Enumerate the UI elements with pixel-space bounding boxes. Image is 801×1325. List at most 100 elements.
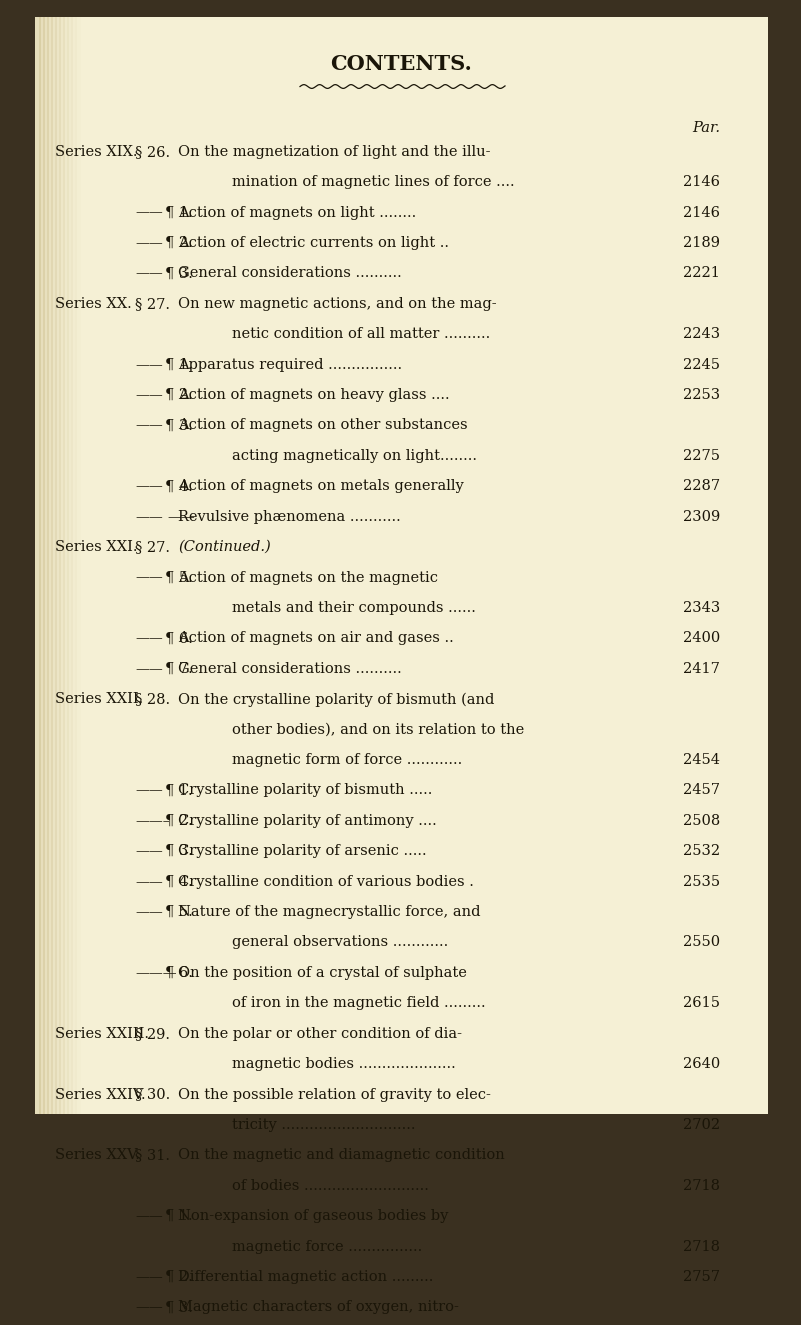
Text: ¶ 3.: ¶ 3. (165, 419, 193, 432)
FancyBboxPatch shape (55, 17, 61, 1113)
Text: 2245: 2245 (683, 358, 720, 371)
Text: Series XXI.: Series XXI. (55, 541, 138, 554)
Text: ¶ 6.: ¶ 6. (165, 966, 193, 980)
Text: netic condition of all matter ..........: netic condition of all matter .......... (232, 327, 490, 342)
Text: Series XXV.: Series XXV. (55, 1149, 140, 1162)
Text: ¶ 3.: ¶ 3. (165, 1300, 193, 1314)
Text: ——: —— (135, 1210, 163, 1223)
Text: Action of magnets on air and gases ..: Action of magnets on air and gases .. (178, 631, 453, 645)
Text: § 27.: § 27. (135, 297, 170, 311)
Text: Action of magnets on heavy glass ....: Action of magnets on heavy glass .... (178, 388, 449, 401)
Text: On the possible relation of gravity to elec-: On the possible relation of gravity to e… (178, 1088, 491, 1101)
Text: ¶ 2.: ¶ 2. (165, 236, 193, 250)
Text: ¶ 5.: ¶ 5. (165, 905, 193, 920)
Text: ¶ 5.: ¶ 5. (165, 571, 193, 584)
Text: ¶ 1.: ¶ 1. (165, 205, 192, 220)
Text: On the magnetization of light and the illu-: On the magnetization of light and the il… (178, 144, 490, 159)
Text: Crystalline polarity of bismuth .....: Crystalline polarity of bismuth ..... (178, 783, 433, 798)
Text: Crystalline polarity of antimony ....: Crystalline polarity of antimony .... (178, 814, 437, 828)
Text: ¶ 4.: ¶ 4. (165, 874, 193, 889)
Text: ——: —— (135, 631, 163, 645)
Text: Non-expansion of gaseous bodies by: Non-expansion of gaseous bodies by (178, 1210, 449, 1223)
Text: general observations ............: general observations ............ (232, 935, 449, 950)
Text: ——: —— (135, 783, 163, 798)
Text: (Continued.): (Continued.) (178, 541, 271, 554)
Text: CONTENTS.: CONTENTS. (331, 54, 473, 74)
Text: magnetic force ................: magnetic force ................ (232, 1240, 422, 1253)
Text: ——: —— (135, 480, 163, 493)
Text: ¶ 2.: ¶ 2. (165, 1269, 193, 1284)
Text: 2343: 2343 (682, 602, 720, 615)
Text: Series XXIII.: Series XXIII. (55, 1027, 149, 1040)
Text: General considerations ..........: General considerations .......... (178, 661, 402, 676)
Text: ¶ 3.: ¶ 3. (165, 844, 193, 859)
Text: Series XX.: Series XX. (55, 297, 131, 311)
Text: 2550: 2550 (683, 935, 720, 950)
Text: Series XIX.: Series XIX. (55, 144, 138, 159)
FancyBboxPatch shape (59, 17, 65, 1113)
FancyBboxPatch shape (47, 17, 53, 1113)
Text: 2275: 2275 (683, 449, 720, 462)
Text: § 30.: § 30. (135, 1088, 171, 1101)
Text: Series XXII.: Series XXII. (55, 692, 143, 706)
Text: ¶ 1.: ¶ 1. (165, 783, 192, 798)
Text: ¶ 6.: ¶ 6. (165, 631, 193, 645)
Text: 2454: 2454 (683, 753, 720, 767)
Text: § 27.: § 27. (135, 541, 170, 554)
FancyBboxPatch shape (51, 17, 57, 1113)
Text: ——: —— (135, 844, 163, 859)
Text: ——: —— (167, 510, 195, 523)
FancyBboxPatch shape (35, 17, 41, 1113)
Text: Revulsive phænomena ...........: Revulsive phænomena ........... (178, 510, 400, 523)
Text: ¶ 1.: ¶ 1. (165, 358, 192, 371)
Text: Series XXIV.: Series XXIV. (55, 1088, 146, 1101)
Text: ———: ——— (135, 966, 177, 980)
Text: Action of magnets on light ........: Action of magnets on light ........ (178, 205, 417, 220)
Text: ¶ 4.: ¶ 4. (165, 480, 193, 493)
Text: magnetic bodies .....................: magnetic bodies ..................... (232, 1057, 456, 1071)
Text: § 31.: § 31. (135, 1149, 170, 1162)
Text: ——: —— (135, 358, 163, 371)
Text: 2757: 2757 (683, 1269, 720, 1284)
Text: 2640: 2640 (682, 1057, 720, 1071)
Text: On new magnetic actions, and on the mag-: On new magnetic actions, and on the mag- (178, 297, 497, 311)
Text: 2400: 2400 (682, 631, 720, 645)
Text: ——: —— (135, 1300, 163, 1314)
Text: § 28.: § 28. (135, 692, 170, 706)
Text: 2457: 2457 (683, 783, 720, 798)
Text: Nature of the magnecrystallic force, and: Nature of the magnecrystallic force, and (178, 905, 481, 920)
Text: Apparatus required ................: Apparatus required ................ (178, 358, 402, 371)
Text: ——: —— (135, 510, 163, 523)
Text: 2718: 2718 (683, 1240, 720, 1253)
Text: ——–: ——– (135, 814, 170, 828)
Text: ¶ 1.: ¶ 1. (165, 1210, 192, 1223)
Text: ——: —— (135, 388, 163, 401)
Text: 2146: 2146 (683, 175, 720, 189)
Text: Action of electric currents on light ..: Action of electric currents on light .. (178, 236, 449, 250)
Text: mination of magnetic lines of force ....: mination of magnetic lines of force .... (232, 175, 514, 189)
Text: ——: —— (135, 571, 163, 584)
Text: ——: —— (135, 419, 163, 432)
Text: metals and their compounds ......: metals and their compounds ...... (232, 602, 476, 615)
Text: ——: —— (135, 874, 163, 889)
Text: of iron in the magnetic field .........: of iron in the magnetic field ......... (232, 996, 485, 1010)
Text: Action of magnets on other substances: Action of magnets on other substances (178, 419, 468, 432)
Text: General considerations ..........: General considerations .......... (178, 266, 402, 281)
Text: Par.: Par. (692, 121, 720, 135)
Text: 2718: 2718 (683, 1179, 720, 1192)
Text: other bodies), and on its relation to the: other bodies), and on its relation to th… (232, 722, 524, 737)
Text: Crystalline polarity of arsenic .....: Crystalline polarity of arsenic ..... (178, 844, 427, 859)
Text: ¶ 2.: ¶ 2. (165, 388, 193, 401)
Text: On the magnetic and diamagnetic condition: On the magnetic and diamagnetic conditio… (178, 1149, 505, 1162)
Text: ¶ 7.: ¶ 7. (165, 661, 193, 676)
Text: 2417: 2417 (683, 661, 720, 676)
FancyBboxPatch shape (43, 17, 49, 1113)
Text: Action of magnets on metals generally: Action of magnets on metals generally (178, 480, 464, 493)
Text: 2702: 2702 (683, 1118, 720, 1132)
FancyBboxPatch shape (35, 17, 768, 1113)
Text: 2615: 2615 (683, 996, 720, 1010)
Text: 2508: 2508 (682, 814, 720, 828)
Text: On the crystalline polarity of bismuth (and: On the crystalline polarity of bismuth (… (178, 692, 494, 706)
Text: tricity .............................: tricity ............................. (232, 1118, 416, 1132)
Text: 2221: 2221 (683, 266, 720, 281)
